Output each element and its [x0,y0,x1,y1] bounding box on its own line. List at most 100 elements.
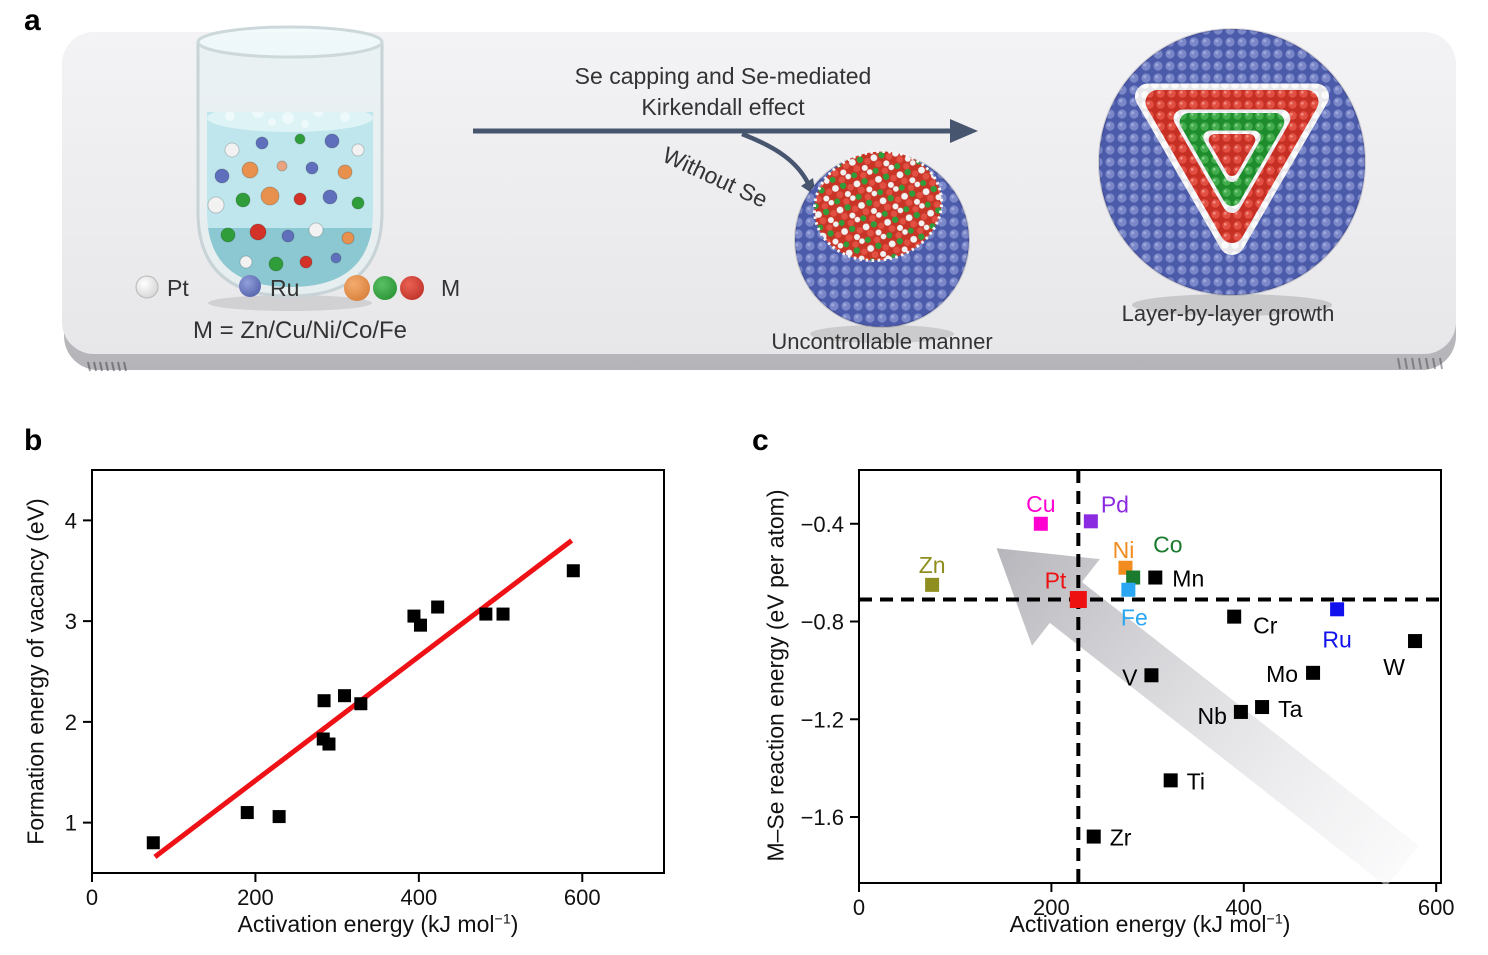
c-point-Ru [1330,602,1345,617]
precursor-sphere [268,256,284,272]
panel-label-b: b [24,424,43,457]
c-point-Ti [1163,773,1178,788]
c-point-label-Cu: Cu [1026,491,1055,517]
c-point-Pt [1069,591,1087,609]
beaker-shadow [208,295,372,311]
slab-hatch-right [1397,357,1401,370]
precursor-sphere [239,255,253,269]
chart-b-ytick-label: 3 [65,609,77,634]
slab-hatch-right [1411,357,1415,370]
precursor-sphere [260,186,280,206]
chart-b-x-axis-label-text: Activation energy (kJ mol [237,911,495,937]
c-point-label-Co: Co [1153,532,1182,558]
reaction-arrow-head-icon [950,119,978,143]
chart-b-ytick-label: 1 [65,811,77,836]
c-point-V [1144,668,1159,683]
panel-label-a: a [24,4,41,37]
precursor-sphere [308,222,324,238]
c-point-Nb [1233,704,1248,719]
b-scatter-point [337,689,351,703]
precursor-sphere [330,252,342,264]
c-point-Mn [1148,570,1163,585]
c-point-Co [1126,570,1141,585]
chart-c-ytick-label: −1.6 [801,805,844,830]
slab-hatch-left [99,361,103,372]
slab-hatch-right [1439,357,1443,370]
precursor-sphere [294,133,306,145]
slab-hatch-right [1418,357,1422,370]
c-point-label-Ni: Ni [1113,537,1135,563]
b-scatter-point [322,737,336,751]
legend-pt-label: Pt [167,275,189,301]
se-capping-title-line2: Kirkendall effect [641,94,805,120]
b-scatter-point [272,810,286,824]
c-point-label-Nb: Nb [1198,703,1227,729]
c-point-Cu [1033,516,1048,531]
chart-c-xtick-label: 200 [1033,895,1070,920]
b-scatter-point [354,697,368,711]
chart-c-y-axis-label: M–Se reaction energy (eV per atom) [762,489,789,862]
precursor-sphere [249,223,267,241]
precursor-sphere [305,161,319,175]
c-point-label-W: W [1383,654,1405,680]
disordered-particle-shadow [810,325,954,343]
beaker-liquid-group [207,112,373,287]
chart-b-xtick-label: 600 [564,885,601,910]
b-scatter-point [479,607,493,621]
chart-c-x-axis-label-sup: −1 [1266,911,1283,928]
layered-core-red [1208,134,1256,176]
legend-m-green-sphere-icon [373,276,397,300]
b-scatter-point [317,694,331,708]
chart-b-xtick-label: 400 [400,885,437,910]
chart-c-ytick-label: −0.4 [801,512,844,537]
precursor-sphere [207,196,225,214]
c-point-label-Pd: Pd [1101,491,1129,517]
legend-ru-sphere-icon [239,275,261,297]
b-scatter-point [240,806,254,820]
b-scatter-point [566,564,580,578]
foam-bubble [268,118,276,126]
foam-bubble [301,120,309,128]
slab-hatch-left [105,361,109,372]
precursor-sphere [341,231,355,245]
c-point-W [1408,634,1423,649]
legend-ru-label: Ru [270,275,300,301]
chart-b-x-axis-label-close: ) [510,911,519,937]
precursor-sphere [322,189,338,205]
foam-bubble [252,112,264,118]
legend-m-label: M [441,275,461,301]
b-scatter-point [146,836,160,850]
precursor-sphere [224,142,240,158]
precursor-sphere [324,133,340,149]
m-definition-label: M = Zn/Cu/Ni/Co/Fe [192,317,408,344]
chart-c-xtick-label: 400 [1225,895,1262,920]
chart-b-y-axis-label: Formation energy of vacancy (eV) [22,498,49,845]
slab-hatch-right [1432,357,1436,370]
c-point-Cr [1227,609,1242,624]
disordered-particle-cutface [812,150,944,262]
chart-c-x-axis-label: Activation energy (kJ mol−1) [950,911,1350,938]
c-point-Fe [1121,582,1136,597]
slab-hatch-left [87,361,91,372]
chart-c-x-axis-label-close: ) [1282,911,1291,937]
c-point-label-Ru: Ru [1322,626,1351,652]
layered-particle-rim [1098,28,1366,296]
slab-hatch-left [93,361,97,372]
precursor-sphere [255,136,269,150]
c-point-label-Fe: Fe [1121,605,1148,631]
foam-bubble [313,112,323,117]
panel-label-c: c [752,424,769,457]
beaker-rim [196,25,384,59]
chart-c-frame [858,469,1442,884]
layered-particle-shadow [1132,294,1332,316]
legend-m-orange-sphere-icon [344,275,370,301]
chart-b-ytick-label: 2 [65,710,77,735]
precursor-sphere [241,161,259,179]
foam-bubble [282,112,294,124]
c-point-label-Mo: Mo [1266,661,1298,687]
precursor-sphere [220,227,236,243]
c-point-label-Ti: Ti [1187,768,1205,794]
precursor-sphere [351,143,365,157]
